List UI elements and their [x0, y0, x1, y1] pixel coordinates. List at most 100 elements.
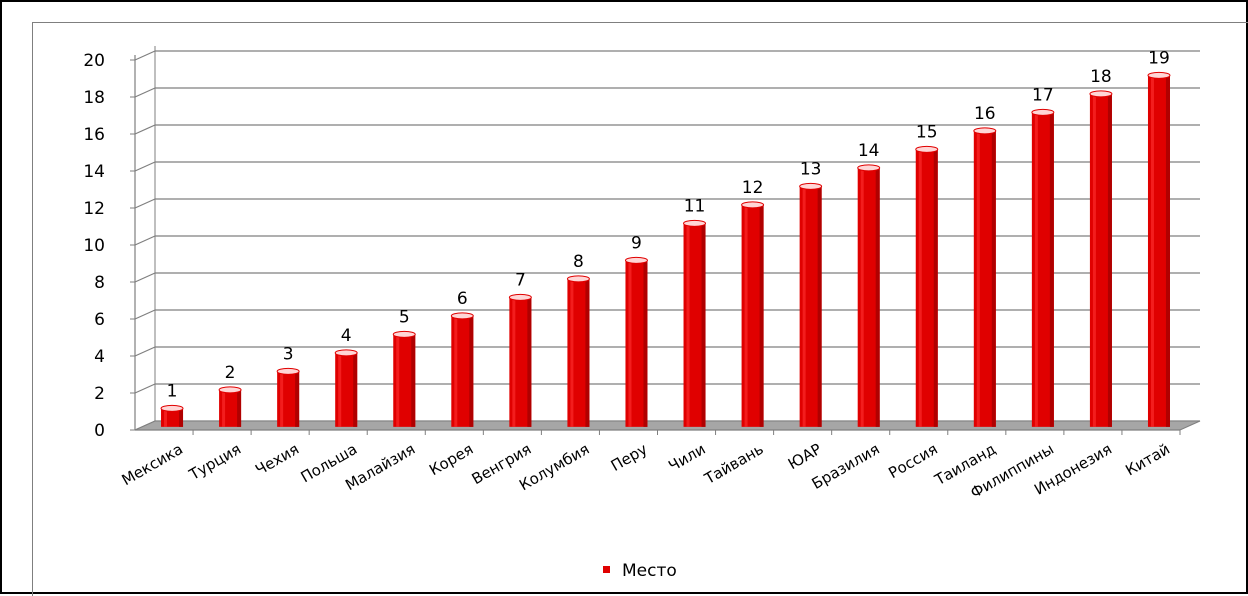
bar-side [933, 149, 938, 427]
data-label: 2 [225, 363, 236, 383]
gridline-depth [134, 198, 156, 209]
gridline-depth [134, 124, 156, 135]
category-label: Чили [665, 440, 708, 475]
bar-top [857, 164, 881, 172]
bar-top [973, 127, 997, 135]
axes [134, 46, 1181, 435]
data-label: 11 [684, 196, 706, 216]
gridlines [134, 50, 1200, 431]
bar-highlight [918, 151, 922, 427]
bar-highlight [396, 336, 400, 427]
category-label: ЮАР [785, 440, 825, 473]
bar-side [469, 315, 474, 427]
category-label: Тайвань [701, 440, 767, 488]
legend-label: Место [622, 561, 677, 581]
bar-highlight [860, 169, 864, 427]
bar-top [566, 275, 590, 283]
bar-side [643, 260, 648, 427]
y-tick-label: 0 [94, 421, 105, 441]
data-label: 8 [573, 252, 584, 272]
bar-side [1165, 75, 1170, 427]
category-label: Перу [608, 440, 651, 475]
y-tick-label: 6 [94, 310, 105, 330]
data-label: 14 [858, 141, 880, 161]
y-tick-label: 4 [94, 347, 105, 367]
data-label: 9 [631, 233, 642, 253]
gridline-depth [134, 235, 156, 246]
legend: Место [603, 561, 677, 581]
bar-top [392, 330, 416, 338]
bar-top [1089, 90, 1113, 98]
bar-highlight [1034, 114, 1038, 427]
bar-highlight [802, 188, 806, 427]
data-label: 18 [1090, 67, 1112, 87]
bar-side [817, 186, 822, 427]
bar-side [759, 204, 764, 427]
bar-highlight [338, 354, 342, 427]
data-label: 17 [1032, 85, 1054, 105]
gridline-depth [134, 272, 156, 283]
bar-top [741, 201, 765, 209]
bar-top [508, 293, 532, 301]
bar-side [875, 167, 880, 427]
data-label: 3 [283, 344, 294, 364]
category-label: Китай [1122, 440, 1173, 480]
bar-top [218, 386, 242, 394]
bar-top [1147, 71, 1171, 79]
data-label: 5 [399, 307, 410, 327]
y-tick-label: 14 [83, 162, 105, 182]
bar-highlight [1150, 77, 1154, 427]
bar-side [585, 278, 590, 427]
bar-highlight [976, 132, 980, 427]
data-label: 7 [515, 270, 526, 290]
bar-top [160, 404, 184, 412]
bar-highlight [280, 373, 284, 427]
bar-side [353, 352, 358, 427]
y-tick-label: 2 [94, 384, 105, 404]
legend-swatch [603, 566, 610, 573]
bar-top [334, 349, 358, 357]
data-label: 19 [1148, 48, 1170, 68]
bar-top [799, 182, 823, 190]
gridline-depth [134, 50, 156, 61]
bar-side [295, 371, 300, 427]
bar-side [527, 297, 532, 427]
bar-top [276, 367, 300, 375]
data-label: 4 [341, 326, 352, 346]
bar-highlight [570, 280, 574, 427]
y-tick-label: 20 [83, 51, 105, 71]
data-label: 16 [974, 104, 996, 124]
gridline-depth [134, 383, 156, 394]
bar-top [915, 145, 939, 153]
bar-top [624, 256, 648, 264]
data-label: 13 [800, 159, 822, 179]
data-label: 6 [457, 289, 468, 309]
data-label: 15 [916, 122, 938, 142]
bar-highlight [222, 391, 226, 427]
bar-highlight [512, 299, 516, 427]
bar-highlight [164, 410, 168, 427]
gridline-depth [134, 346, 156, 357]
category-label: Мексика [119, 440, 186, 489]
y-tick-label: 18 [83, 88, 105, 108]
gridline-depth [134, 87, 156, 98]
bar-side [1049, 112, 1054, 427]
data-label: 12 [742, 178, 764, 198]
data-label: 1 [167, 381, 178, 401]
gridline-depth [134, 309, 156, 320]
bar-top [1031, 108, 1055, 116]
bar-highlight [454, 317, 458, 427]
bar-side [411, 334, 416, 427]
bar-side [701, 223, 706, 427]
category-label: Чехия [252, 440, 302, 479]
bar-top [683, 219, 707, 227]
plot-area-border [32, 22, 1248, 596]
y-tick-label: 16 [83, 125, 105, 145]
bar-highlight [686, 225, 690, 427]
bar-side [179, 408, 184, 427]
bar-top [450, 312, 474, 320]
bar-highlight [744, 206, 748, 427]
